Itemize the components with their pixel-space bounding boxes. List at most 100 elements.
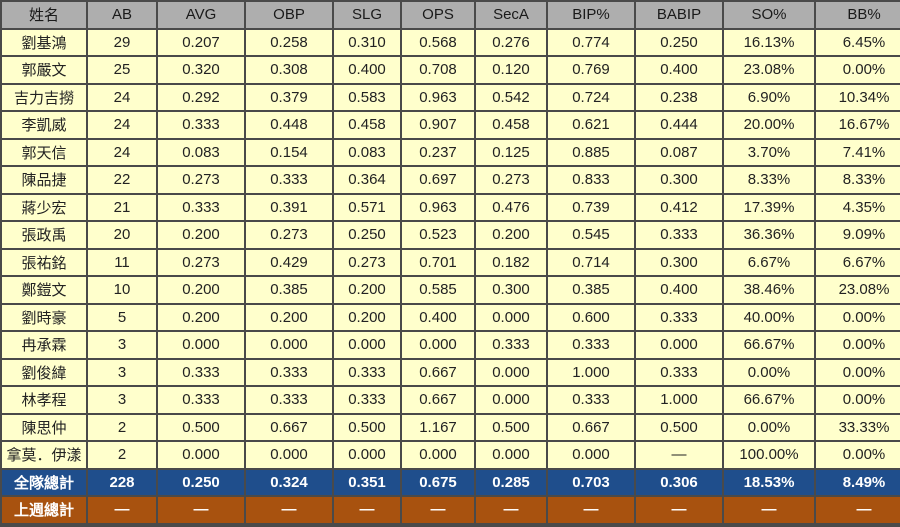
stat-cell: 0.200 — [334, 277, 400, 303]
column-header[interactable]: BIP% — [548, 2, 634, 28]
stat-cell: 0.182 — [476, 249, 546, 275]
stat-cell: 0.285 — [476, 469, 546, 495]
stat-cell: 0.333 — [158, 112, 244, 138]
stat-cell: 0.667 — [246, 414, 332, 440]
stat-cell: 0.500 — [334, 414, 400, 440]
stat-cell: 0.963 — [402, 84, 474, 110]
player-name-cell: 陳品捷 — [2, 167, 86, 193]
column-header[interactable]: AVG — [158, 2, 244, 28]
player-name-cell: 冉承霖 — [2, 332, 86, 358]
stat-cell: 7.41% — [816, 139, 900, 165]
column-header[interactable]: SO% — [724, 2, 814, 28]
stat-cell: 16.13% — [724, 29, 814, 55]
stat-cell: 18.53% — [724, 469, 814, 495]
player-name-cell: 陳思仲 — [2, 414, 86, 440]
stat-cell: 0.391 — [246, 194, 332, 220]
stat-cell: — — [816, 497, 900, 523]
stat-cell: 25 — [88, 57, 156, 83]
stat-cell: 0.400 — [402, 304, 474, 330]
player-name-cell: 郭天信 — [2, 139, 86, 165]
stat-cell: 0.400 — [636, 277, 722, 303]
stat-cell: 0.250 — [334, 222, 400, 248]
stat-cell: 0.379 — [246, 84, 332, 110]
stat-cell: 1.000 — [548, 359, 634, 385]
column-header[interactable]: SecA — [476, 2, 546, 28]
player-name-cell: 全隊總計 — [2, 469, 86, 495]
stat-cell: 228 — [88, 469, 156, 495]
stat-cell: 0.000 — [476, 387, 546, 413]
stat-cell: 6.45% — [816, 29, 900, 55]
stat-cell: 0.300 — [636, 249, 722, 275]
stat-cell: 0.697 — [402, 167, 474, 193]
stat-cell: 23.08% — [816, 277, 900, 303]
stat-cell: 0.444 — [636, 112, 722, 138]
stat-cell: 0.333 — [158, 359, 244, 385]
stat-cell: 0.724 — [548, 84, 634, 110]
stat-cell: 0.083 — [158, 139, 244, 165]
column-header[interactable]: OPS — [402, 2, 474, 28]
stat-cell: 0.667 — [402, 359, 474, 385]
stat-cell: 10.34% — [816, 84, 900, 110]
table-row: 劉時豪 5 0.200 0.200 0.200 0.400 0.000 0.600 0.333 4… — [2, 304, 900, 330]
stat-cell: 0.000 — [334, 332, 400, 358]
stat-cell: 0.571 — [334, 194, 400, 220]
stat-cell: 0.000 — [246, 442, 332, 468]
stat-cell: 0.273 — [334, 249, 400, 275]
stat-cell: 0.333 — [548, 387, 634, 413]
last-week-total-row: 上週總計 — — — — — — — — — — — [2, 497, 900, 523]
stat-cell: 0.200 — [158, 222, 244, 248]
stat-cell: 0.00% — [816, 304, 900, 330]
stat-cell: 0.412 — [636, 194, 722, 220]
column-header[interactable]: BABIP — [636, 2, 722, 28]
stat-cell: 0.667 — [402, 387, 474, 413]
stat-cell: 0.333 — [636, 222, 722, 248]
stat-cell: 2 — [88, 414, 156, 440]
stat-cell: 0.333 — [548, 332, 634, 358]
stat-cell: 0.523 — [402, 222, 474, 248]
stat-cell: 0.000 — [476, 442, 546, 468]
stat-cell: 22 — [88, 167, 156, 193]
stat-cell: 24 — [88, 84, 156, 110]
column-header[interactable]: SLG — [334, 2, 400, 28]
stat-cell: 24 — [88, 112, 156, 138]
stat-cell: 0.769 — [548, 57, 634, 83]
stat-cell: 0.476 — [476, 194, 546, 220]
stat-cell: 0.333 — [476, 332, 546, 358]
stat-cell: 0.500 — [476, 414, 546, 440]
table-row: 吉力吉撈 24 0.292 0.379 0.583 0.963 0.542 0.724 0.23… — [2, 84, 900, 110]
column-header[interactable]: 姓名 — [2, 2, 86, 28]
stat-cell: 0.200 — [158, 304, 244, 330]
table-row: 陳思仲 2 0.500 0.667 0.500 1.167 0.500 0.667 0.500 0… — [2, 414, 900, 440]
stat-cell: 0.125 — [476, 139, 546, 165]
stat-cell: 0.600 — [548, 304, 634, 330]
stat-cell: 0.000 — [158, 332, 244, 358]
stat-cell: 0.00% — [816, 332, 900, 358]
stat-cell: 0.276 — [476, 29, 546, 55]
stat-cell: 0.701 — [402, 249, 474, 275]
stat-cell: 0.708 — [402, 57, 474, 83]
stat-cell: 0.739 — [548, 194, 634, 220]
stat-cell: 0.000 — [334, 442, 400, 468]
stat-cell: 0.333 — [334, 387, 400, 413]
stat-cell: 0.333 — [636, 304, 722, 330]
stat-cell: 0.324 — [246, 469, 332, 495]
stat-cell: 0.258 — [246, 29, 332, 55]
stat-cell: 0.568 — [402, 29, 474, 55]
stat-cell: 0.00% — [816, 442, 900, 468]
stat-cell: 0.250 — [636, 29, 722, 55]
team-total-row: 全隊總計 228 0.250 0.324 0.351 0.675 0.285 0.703 0.3… — [2, 469, 900, 495]
stat-cell: 0.500 — [158, 414, 244, 440]
stat-cell: 0.400 — [636, 57, 722, 83]
stat-cell: 0.200 — [476, 222, 546, 248]
player-name-cell: 上週總計 — [2, 497, 86, 523]
table-row: 郭天信 24 0.083 0.154 0.083 0.237 0.125 0.885 0.087… — [2, 139, 900, 165]
stat-cell: 4.35% — [816, 194, 900, 220]
stat-cell: 20.00% — [724, 112, 814, 138]
column-header[interactable]: AB — [88, 2, 156, 28]
column-header[interactable]: BB% — [816, 2, 900, 28]
table-row: 冉承霖 3 0.000 0.000 0.000 0.000 0.333 0.333 0.000 6… — [2, 332, 900, 358]
stat-cell: 0.00% — [724, 359, 814, 385]
stat-cell: 100.00% — [724, 442, 814, 468]
column-header[interactable]: OBP — [246, 2, 332, 28]
stat-cell: 0.333 — [158, 387, 244, 413]
